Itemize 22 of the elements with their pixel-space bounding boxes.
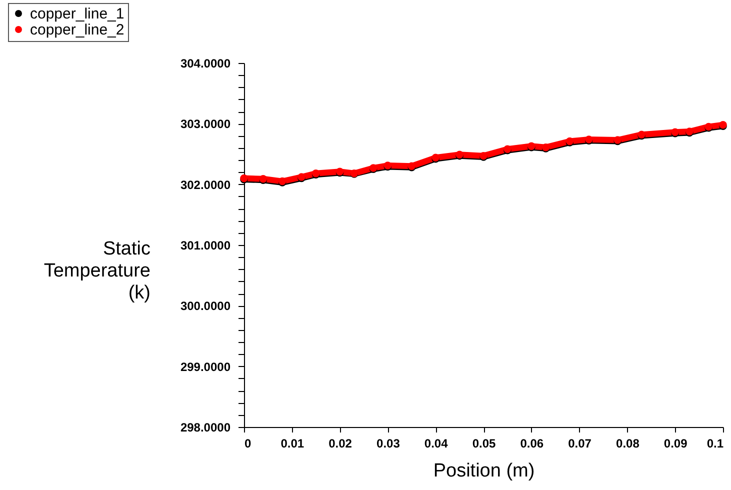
y-tick-label: 303.0000 — [180, 117, 231, 132]
x-tick-label: 0.05 — [472, 436, 496, 450]
x-tick-label: 0.1 — [706, 436, 724, 450]
y-tick-label: 301.0000 — [180, 238, 231, 252]
y-tick-label: 302.0000 — [180, 178, 231, 192]
x-axis-title: Position (m) — [433, 460, 535, 482]
x-tick-label: 0.07 — [568, 436, 592, 450]
y-tick-label: 298.0000 — [180, 420, 231, 434]
x-tick-label: 0.04 — [424, 436, 448, 450]
x-tick-label: 0.01 — [280, 436, 304, 450]
y-tick-label: 300.0000 — [180, 299, 231, 314]
x-tick-label: 0.02 — [328, 436, 352, 450]
y-tick-label: 304.0000 — [180, 56, 231, 70]
y-axis-title: Static Temperature (k) — [44, 238, 150, 304]
x-tick-label: 0.08 — [616, 436, 640, 450]
x-tick-label: 0.06 — [520, 436, 544, 450]
x-tick-label: 0 — [244, 436, 252, 450]
x-tick-label: 0.09 — [664, 436, 688, 450]
legend-label: copper_line_1 — [30, 6, 124, 22]
y-tick-label: 299.0000 — [180, 360, 231, 374]
x-tick-label: 0.03 — [376, 436, 400, 450]
legend-label: copper_line_2 — [30, 22, 124, 38]
